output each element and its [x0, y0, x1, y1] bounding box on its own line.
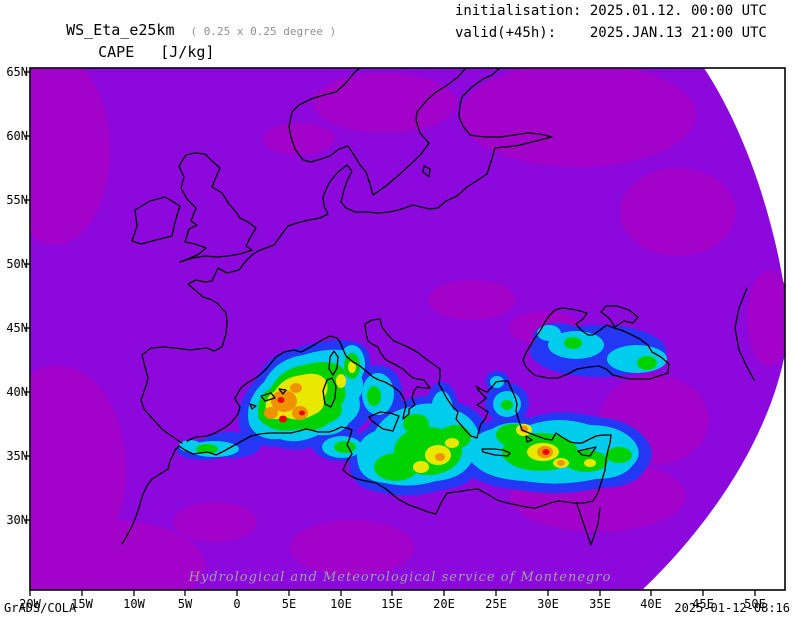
coastline-ireland: [131, 196, 181, 245]
cape-blob: [374, 453, 418, 481]
lon-tick-label: 30E: [537, 597, 559, 611]
cape-blob: [30, 520, 205, 590]
initialisation-time: initialisation: 2025.01.12. 00:00 UTC: [455, 3, 767, 19]
model-name: WS_Eta_e25km: [66, 21, 175, 39]
lon-tick-label: 10E: [330, 597, 352, 611]
cape-blob: [290, 520, 414, 576]
cape-blob: [520, 425, 528, 433]
coastline-scandinavia: [288, 68, 467, 196]
cape-blob: [435, 453, 445, 461]
lat-tick-label: 35N: [6, 449, 28, 463]
creation-timestamp: 2025-01-12-08:16: [674, 601, 790, 615]
lat-tick-label: 60N: [6, 129, 28, 143]
cape-blob: [263, 123, 335, 155]
lon-tick-label: 20W: [19, 597, 41, 611]
cape-blob: [445, 438, 459, 448]
cape-blob: [537, 325, 561, 341]
lon-tick-label: 15W: [71, 597, 93, 611]
cape-blob: [30, 68, 110, 245]
y-axis-labels: 65N 60N 55N 50N 45N 40N 35N 30N: [6, 65, 28, 527]
cape-blob: [403, 414, 429, 434]
y-axis-ticks: [24, 71, 30, 521]
cape-blob: [413, 461, 429, 473]
title-line: WS_Eta_e25km ( 0.25 x 0.25 degree ): [30, 3, 336, 57]
coastlines: [121, 68, 755, 546]
cape-blob: [557, 460, 565, 466]
lat-tick-label: 50N: [6, 257, 28, 271]
cape-blob: [637, 356, 657, 370]
lon-tick-label: 15E: [381, 597, 403, 611]
cape-blob: [460, 68, 696, 167]
cape-blob: [428, 280, 516, 320]
coastline-mediterranean: [121, 318, 612, 545]
valid-time: valid(+45h): 2025.JAN.13 21:00 UTC: [455, 25, 767, 41]
coastline-atlantic-europe: [140, 68, 553, 444]
map-canvas: Hydrological and Meteorological service …: [30, 68, 785, 590]
cape-blob: [501, 400, 513, 410]
coastline-caspian: [734, 287, 755, 381]
lon-tick-label: 35E: [589, 597, 611, 611]
coastline-sinai: [576, 503, 601, 546]
cape-blob: [264, 407, 278, 419]
cape-blob: [313, 73, 457, 133]
cape-blob: [299, 410, 305, 416]
lat-tick-label: 55N: [6, 193, 28, 207]
grads-credit: GrADS/COLA: [4, 601, 77, 615]
cape-blob: [584, 459, 596, 467]
coastline-azov: [600, 305, 639, 328]
cape-lowest-patches: [30, 68, 785, 590]
coastline-britain: [178, 152, 257, 263]
lon-tick-label: 20E: [433, 597, 455, 611]
lon-tick-label: 5E: [282, 597, 296, 611]
lon-tick-label: 10W: [123, 597, 145, 611]
lon-tick-label: 0: [233, 597, 240, 611]
variable-line: CAPE [J/kg]: [62, 25, 214, 79]
cape-blob: [620, 168, 736, 256]
lon-tick-label: 45E: [692, 597, 714, 611]
lat-tick-label: 45N: [6, 321, 28, 335]
cape-blob: [431, 391, 453, 431]
cape-blob: [336, 374, 346, 388]
x-axis-labels: 20W 15W 10W 5W 0 5E 10E 15E 20E 25E 30E …: [19, 597, 766, 611]
coastline-islands: [249, 165, 597, 457]
lat-tick-label: 40N: [6, 385, 28, 399]
cape-blob: [564, 337, 582, 349]
lon-tick-label: 5W: [178, 597, 193, 611]
lat-tick-label: 30N: [6, 513, 28, 527]
variable-name: CAPE: [98, 43, 135, 61]
cape-red-level: [277, 397, 550, 455]
cape-blob: [196, 444, 218, 454]
cape-blob: [290, 383, 302, 393]
lat-tick-label: 65N: [6, 65, 28, 79]
watermark-text: Hydrological and Meteorological service …: [188, 570, 612, 585]
lon-tick-label: 25E: [485, 597, 507, 611]
cape-blob: [348, 361, 356, 373]
coastline-black-sea: [522, 307, 670, 380]
cape-blob: [607, 345, 667, 373]
cape-blob: [279, 415, 287, 423]
cape-blob: [173, 502, 257, 542]
cape-blob: [334, 441, 356, 453]
cape-blob: [747, 270, 785, 366]
lon-tick-label: 40E: [640, 597, 662, 611]
lon-tick-label: 50E: [744, 597, 766, 611]
variable-units: [J/kg]: [160, 43, 215, 61]
map-frame: [29, 67, 786, 591]
cape-blob: [277, 397, 285, 403]
cape-blob: [606, 447, 632, 463]
x-axis-ticks: [29, 590, 756, 596]
cape-blob: [367, 386, 381, 406]
grid-resolution: ( 0.25 x 0.25 degree ): [190, 25, 337, 38]
cape-blob: [542, 449, 550, 455]
